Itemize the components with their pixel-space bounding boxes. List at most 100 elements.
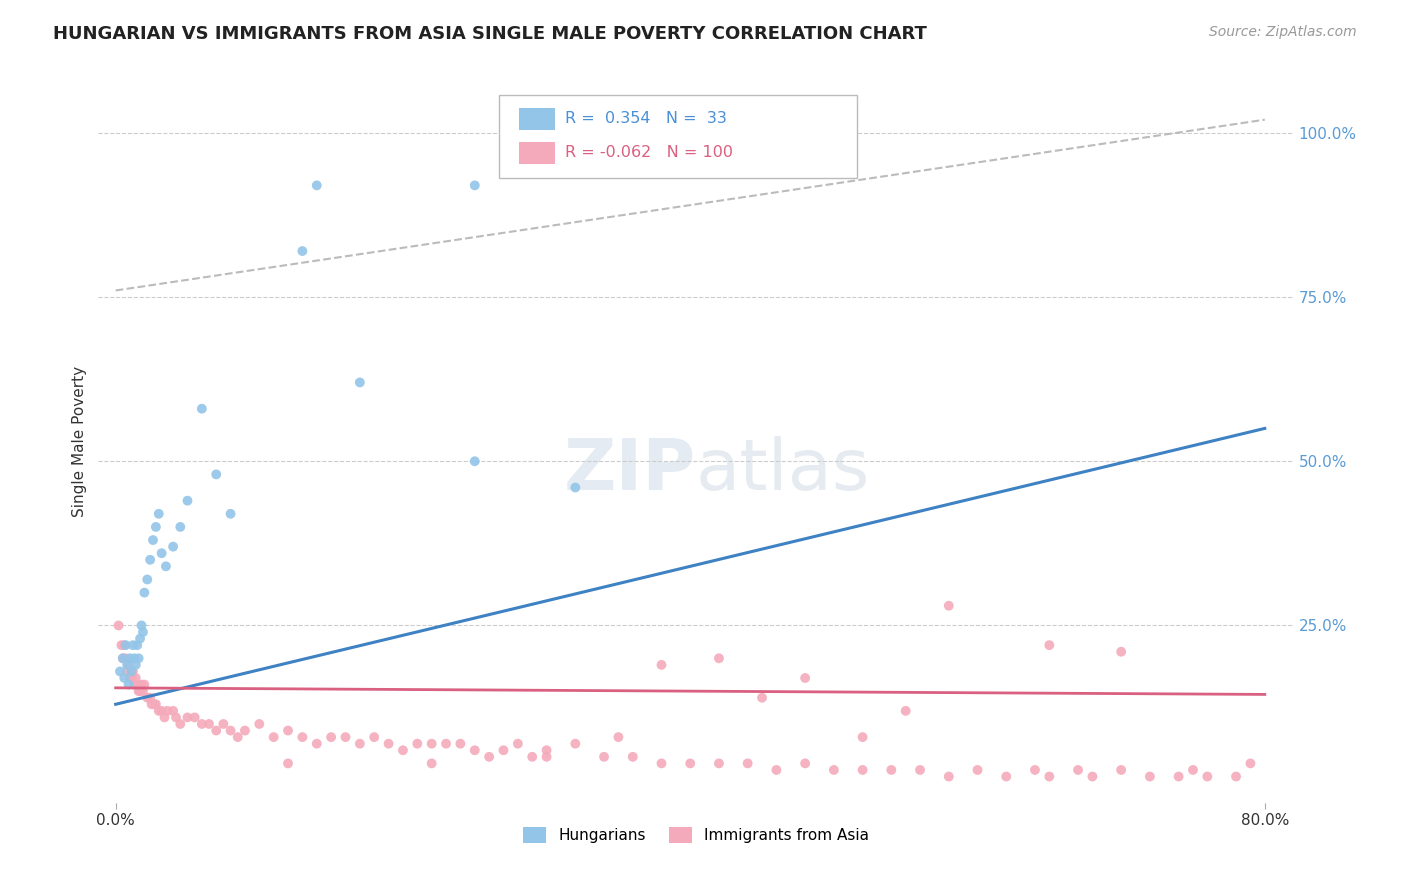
Point: [128, 651, 150, 665]
Point: [205, 467, 228, 482]
Point: [593, 749, 616, 764]
Point: [139, 690, 162, 705]
Point: [247, 717, 270, 731]
Point: [363, 730, 385, 744]
Text: HUNGARIAN VS IMMIGRANTS FROM ASIA SINGLE MALE POVERTY CORRELATION CHART: HUNGARIAN VS IMMIGRANTS FROM ASIA SINGLE…: [53, 25, 928, 43]
Point: [679, 756, 702, 771]
Point: [564, 737, 586, 751]
Point: [134, 677, 156, 691]
Point: [536, 743, 558, 757]
Point: [650, 657, 672, 672]
Point: [392, 743, 415, 757]
Point: [150, 546, 173, 560]
Point: [291, 244, 314, 258]
Point: [1239, 756, 1261, 771]
Point: [191, 401, 214, 416]
Point: [277, 756, 299, 771]
Point: [127, 677, 149, 691]
Point: [129, 684, 152, 698]
Point: [198, 717, 221, 731]
Point: [794, 671, 817, 685]
Point: [621, 749, 644, 764]
Point: [153, 710, 176, 724]
Point: [112, 638, 135, 652]
Point: [162, 704, 184, 718]
Point: [880, 763, 903, 777]
Point: [737, 756, 759, 771]
FancyBboxPatch shape: [499, 95, 858, 178]
Point: [120, 671, 142, 685]
Point: [707, 651, 730, 665]
Point: [183, 710, 205, 724]
Point: [823, 763, 845, 777]
Text: ZIP: ZIP: [564, 436, 696, 505]
Point: [118, 651, 141, 665]
Point: [506, 737, 529, 751]
Point: [1038, 770, 1060, 784]
Point: [305, 178, 328, 193]
Point: [406, 737, 429, 751]
Point: [155, 559, 177, 574]
Point: [1181, 763, 1204, 777]
Point: [156, 704, 179, 718]
Point: [707, 756, 730, 771]
Point: [1081, 770, 1104, 784]
Y-axis label: Single Male Poverty: Single Male Poverty: [72, 366, 87, 517]
Point: [132, 684, 155, 698]
Point: [169, 717, 191, 731]
Point: [136, 573, 159, 587]
Legend: Hungarians, Immigrants from Asia: Hungarians, Immigrants from Asia: [517, 822, 875, 849]
Point: [124, 651, 146, 665]
Point: [110, 638, 132, 652]
Point: [335, 730, 357, 744]
Point: [564, 481, 586, 495]
Point: [212, 717, 235, 731]
Point: [938, 770, 960, 784]
Point: [492, 743, 515, 757]
Point: [377, 737, 399, 751]
Point: [124, 677, 146, 691]
Point: [852, 730, 875, 744]
Point: [420, 756, 443, 771]
Point: [117, 677, 139, 691]
Point: [134, 585, 156, 599]
Point: [1109, 763, 1132, 777]
Point: [1109, 645, 1132, 659]
Bar: [519, 142, 555, 164]
Point: [205, 723, 228, 738]
Point: [219, 723, 242, 738]
Point: [908, 763, 931, 777]
Point: [522, 749, 544, 764]
Point: [233, 723, 256, 738]
Point: [321, 730, 343, 744]
Point: [191, 717, 214, 731]
Point: [607, 730, 630, 744]
Point: [122, 638, 145, 652]
Point: [277, 723, 299, 738]
Point: [349, 737, 371, 751]
Point: [291, 730, 314, 744]
Point: [128, 684, 150, 698]
Point: [115, 665, 138, 679]
Point: [132, 625, 155, 640]
Point: [115, 657, 138, 672]
Point: [751, 690, 773, 705]
Point: [127, 638, 149, 652]
Point: [420, 737, 443, 751]
Point: [136, 690, 159, 705]
Point: [112, 671, 135, 685]
Point: [478, 749, 501, 764]
Text: Source: ZipAtlas.com: Source: ZipAtlas.com: [1209, 25, 1357, 39]
Text: atlas: atlas: [696, 436, 870, 505]
Point: [169, 520, 191, 534]
Point: [966, 763, 988, 777]
Point: [995, 770, 1018, 784]
Point: [349, 376, 371, 390]
Point: [434, 737, 457, 751]
Point: [449, 737, 471, 751]
Point: [1225, 770, 1247, 784]
Point: [162, 540, 184, 554]
Point: [145, 520, 167, 534]
Point: [165, 710, 187, 724]
Point: [120, 665, 142, 679]
